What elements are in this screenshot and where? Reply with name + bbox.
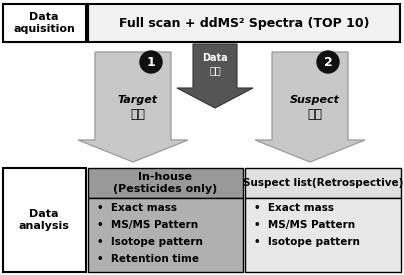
Text: Data
analysis: Data analysis [19, 209, 69, 231]
Bar [245, 198, 401, 272]
Text: •  Exact mass: • Exact mass [97, 203, 177, 213]
Bar [245, 168, 401, 198]
Text: 1: 1 [147, 56, 156, 68]
Bar [88, 198, 243, 272]
Bar [88, 4, 400, 42]
Text: 분석: 분석 [307, 108, 322, 120]
Polygon shape [177, 44, 253, 108]
Text: Target: Target [118, 95, 158, 105]
Text: •  Exact mass: • Exact mass [254, 203, 334, 213]
Bar [3, 4, 86, 42]
Text: •  MS/MS Pattern: • MS/MS Pattern [254, 220, 355, 230]
Text: Data
수집: Data 수집 [202, 53, 228, 75]
Circle shape [140, 51, 162, 73]
Bar [3, 168, 86, 272]
Text: •  Retention time: • Retention time [97, 254, 199, 264]
Text: •  Isotope pattern: • Isotope pattern [97, 237, 203, 247]
Text: •  Isotope pattern: • Isotope pattern [254, 237, 360, 247]
Text: Suspect: Suspect [290, 95, 340, 105]
Text: Data
aquisition: Data aquisition [13, 12, 75, 34]
Text: Full scan + ddMS² Spectra (TOP 10): Full scan + ddMS² Spectra (TOP 10) [119, 16, 369, 29]
Text: Suspect list(Retrospective): Suspect list(Retrospective) [243, 178, 403, 188]
Text: In-house
(Pesticides only): In-house (Pesticides only) [113, 172, 217, 194]
Text: 분석: 분석 [130, 108, 145, 120]
Polygon shape [78, 52, 188, 162]
Text: 2: 2 [324, 56, 332, 68]
Circle shape [317, 51, 339, 73]
Bar [88, 168, 243, 198]
Polygon shape [255, 52, 365, 162]
Text: •  MS/MS Pattern: • MS/MS Pattern [97, 220, 198, 230]
